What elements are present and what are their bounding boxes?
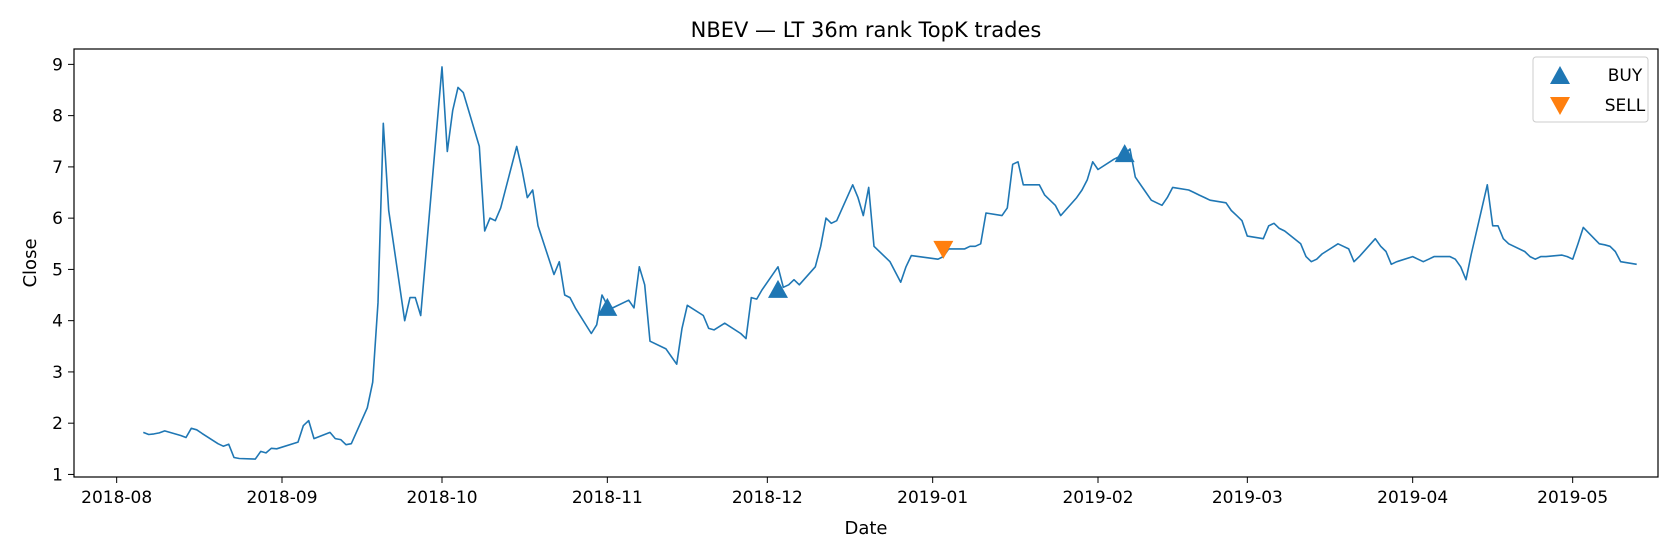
y-axis-label: Close [20, 238, 41, 287]
x-axis-label: Date [844, 518, 887, 539]
y-axis: 1 2 3 4 5 6 7 8 9 [52, 55, 74, 485]
x-tick-label: 2018-09 [246, 488, 317, 508]
y-tick-label: 1 [52, 465, 63, 485]
x-tick-label: 2018-10 [406, 488, 477, 508]
y-tick-label: 4 [52, 312, 63, 332]
chart-title: NBEV — LT 36m rank TopK trades [691, 18, 1042, 42]
y-tick-label: 5 [52, 260, 63, 280]
x-tick-label: 2019-02 [1062, 488, 1133, 508]
x-tick-label: 2018-12 [732, 488, 803, 508]
legend-sell-label: SELL [1605, 96, 1646, 116]
close-price-line [143, 66, 1637, 460]
x-tick-label: 2019-05 [1537, 488, 1608, 508]
legend-sell-marker [1550, 97, 1570, 115]
buy-marker [1114, 144, 1135, 163]
x-tick-label: 2019-01 [897, 488, 968, 508]
x-tick-label: 2019-03 [1212, 488, 1283, 508]
x-tick-label: 2019-04 [1377, 488, 1448, 508]
plot-area [143, 66, 1637, 460]
legend-buy-marker [1550, 66, 1570, 84]
y-tick-label: 7 [52, 158, 63, 178]
y-tick-label: 8 [52, 107, 63, 127]
buy-marker [597, 297, 618, 316]
y-tick-label: 2 [52, 414, 63, 434]
buy-marker [768, 279, 788, 298]
legend-buy-label: BUY [1608, 66, 1643, 86]
x-axis: 2018-08 2018-09 2018-10 2018-11 2018-12 2019-… [81, 477, 1608, 508]
x-tick-label: 2018-11 [572, 488, 643, 508]
x-tick-label: 2018-08 [81, 488, 152, 508]
y-tick-label: 6 [52, 209, 63, 229]
y-tick-label: 3 [52, 363, 63, 383]
sell-marker [933, 240, 954, 259]
legend: BUY SELL [1532, 56, 1649, 123]
y-tick-label: 9 [52, 55, 63, 75]
plot-frame [73, 48, 1659, 478]
